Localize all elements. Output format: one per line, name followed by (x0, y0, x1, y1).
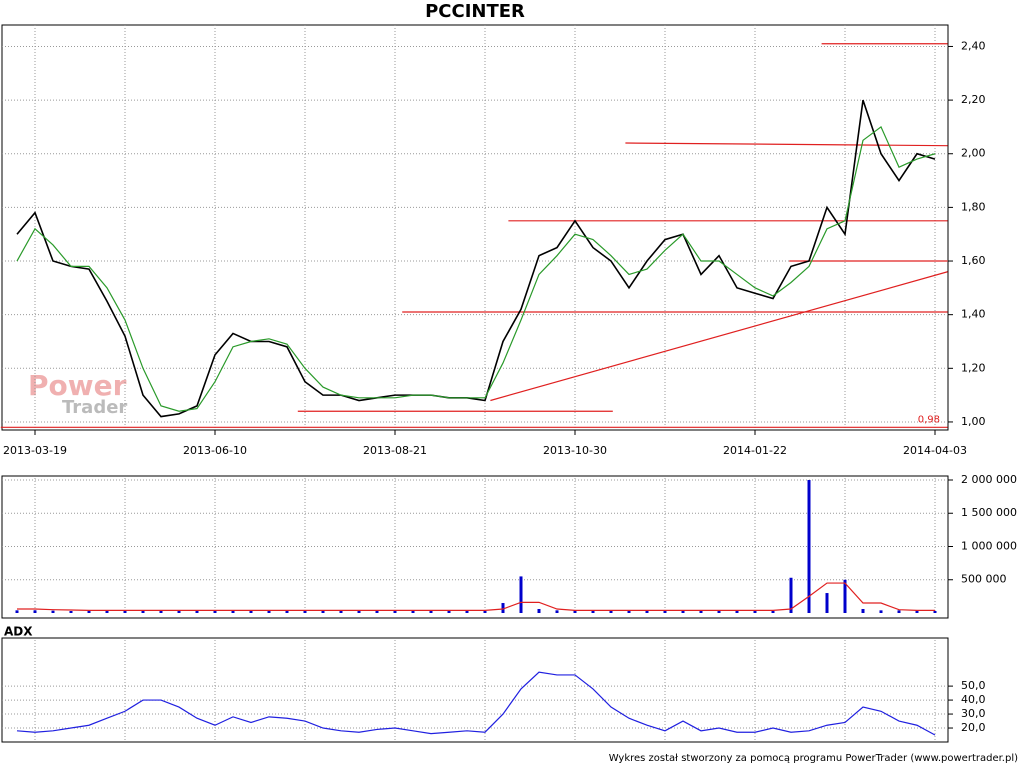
volume-bar (15, 610, 19, 613)
volume-bar (717, 611, 721, 613)
x-tick-label: 2013-10-30 (543, 444, 607, 457)
volume-bar (141, 610, 145, 613)
y-tick-label: 40,0 (961, 693, 986, 706)
price-line (16, 99, 936, 418)
volume-bar (231, 610, 235, 613)
volume-bar (33, 610, 37, 613)
volume-bar (681, 611, 685, 613)
volume-bar (627, 611, 631, 613)
volume-bar (933, 611, 937, 613)
watermark: Trader (62, 397, 127, 418)
price-line (16, 671, 936, 736)
volume-bar (753, 611, 757, 613)
volume-bar (321, 611, 325, 613)
x-tick-label: 2014-01-22 (723, 444, 787, 457)
volume-bar (339, 611, 343, 613)
y-tick-label: 2,20 (961, 93, 986, 106)
volume-bar (861, 609, 865, 613)
volume-bar (825, 593, 829, 613)
panel-frame (1, 637, 949, 743)
x-tick-label: 2014-04-03 (903, 444, 967, 457)
volume-bar (375, 611, 379, 613)
volume-bar (69, 611, 73, 613)
y-tick-label: 1,00 (961, 415, 986, 428)
volume-bar (591, 610, 595, 613)
panel-title: ADX (4, 625, 33, 639)
x-tick-label: 2013-08-21 (363, 444, 427, 457)
volume-bar (663, 611, 667, 613)
y-tick-label: 20,0 (961, 721, 986, 734)
x-tick-label: 2013-06-10 (183, 444, 247, 457)
price-line (16, 125, 936, 412)
volume-bar (879, 610, 883, 613)
y-tick-label: 2,00 (961, 147, 986, 160)
volume-bar (771, 611, 775, 613)
footer: Wykres został stworzony za pomocą progra… (609, 753, 1018, 764)
volume-bar (159, 611, 163, 613)
volume-bar (699, 611, 703, 613)
volume-bar (897, 610, 901, 613)
volume-bar (645, 611, 649, 613)
volume-bar (573, 610, 577, 613)
volume-bar (555, 610, 559, 613)
volume-bar (285, 611, 289, 613)
volume-bar (87, 611, 91, 613)
volume-bar (609, 611, 613, 613)
trend-line (490, 271, 948, 402)
volume-bar (429, 611, 433, 613)
volume-bar (519, 576, 523, 613)
volume-bar (303, 611, 307, 613)
y-tick-label: 1,20 (961, 361, 986, 374)
volume-bar (123, 610, 127, 613)
panel-frame (1, 475, 949, 619)
volume-bar (843, 579, 847, 613)
panel-frame (1, 24, 949, 431)
volume-bar (177, 611, 181, 613)
y-tick-label: 500 000 (961, 573, 1007, 586)
volume-bar (537, 609, 541, 613)
y-tick-label: 1 500 000 (961, 506, 1017, 519)
watermark: Power (28, 369, 127, 402)
chart-title: PCCINTER (425, 1, 525, 22)
volume-bar (249, 611, 253, 613)
y-tick-label: 50,0 (961, 679, 986, 692)
volume-bar (789, 577, 793, 613)
volume-bar (807, 479, 811, 613)
volume-bar (213, 610, 217, 613)
volume-bar (411, 611, 415, 613)
price-line (17, 582, 935, 611)
volume-bar (915, 610, 919, 613)
volume-bar (105, 611, 109, 613)
volume-bar (51, 610, 55, 613)
y-tick-label: 2 000 000 (961, 473, 1017, 486)
y-tick-label: 1,40 (961, 308, 986, 321)
volume-bar (195, 611, 199, 613)
annotation: 0,98 (918, 414, 940, 425)
volume-bar (357, 610, 361, 613)
volume-bar (267, 611, 271, 613)
trend-line (625, 142, 948, 147)
y-tick-label: 1,60 (961, 254, 986, 267)
y-tick-label: 1,80 (961, 200, 986, 213)
x-tick-label: 2013-03-19 (3, 444, 67, 457)
volume-bar (465, 611, 469, 613)
volume-bar (393, 611, 397, 613)
volume-bar (501, 603, 505, 613)
y-tick-label: 2,40 (961, 39, 986, 52)
y-tick-label: 1 000 000 (961, 539, 1017, 552)
volume-bar (447, 611, 451, 613)
y-tick-label: 30,0 (961, 707, 986, 720)
volume-bar (483, 611, 487, 613)
volume-bar (735, 611, 739, 613)
